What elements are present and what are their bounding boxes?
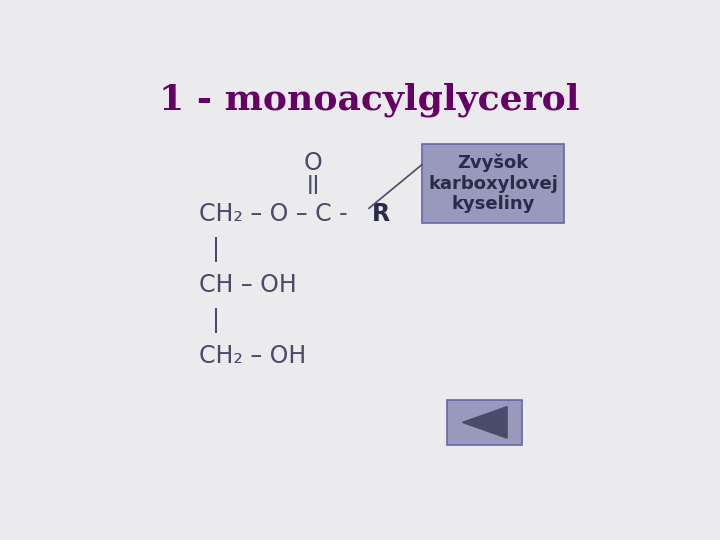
Text: |: | bbox=[212, 238, 220, 262]
Text: |: | bbox=[212, 308, 220, 333]
Text: R: R bbox=[372, 202, 390, 226]
FancyBboxPatch shape bbox=[422, 144, 564, 223]
Text: O: O bbox=[304, 151, 323, 174]
FancyBboxPatch shape bbox=[447, 400, 523, 446]
Text: Zvyšok
karboxylovej
kyseliny: Zvyšok karboxylovej kyseliny bbox=[428, 153, 558, 213]
Text: CH – OH: CH – OH bbox=[199, 273, 297, 297]
Polygon shape bbox=[462, 407, 507, 438]
Text: CH₂ – OH: CH₂ – OH bbox=[199, 344, 306, 368]
Text: CH₂ – O – C -: CH₂ – O – C - bbox=[199, 202, 355, 226]
Text: ll: ll bbox=[307, 176, 320, 199]
Text: 1 - monoacylglycerol: 1 - monoacylglycerol bbox=[158, 83, 580, 117]
